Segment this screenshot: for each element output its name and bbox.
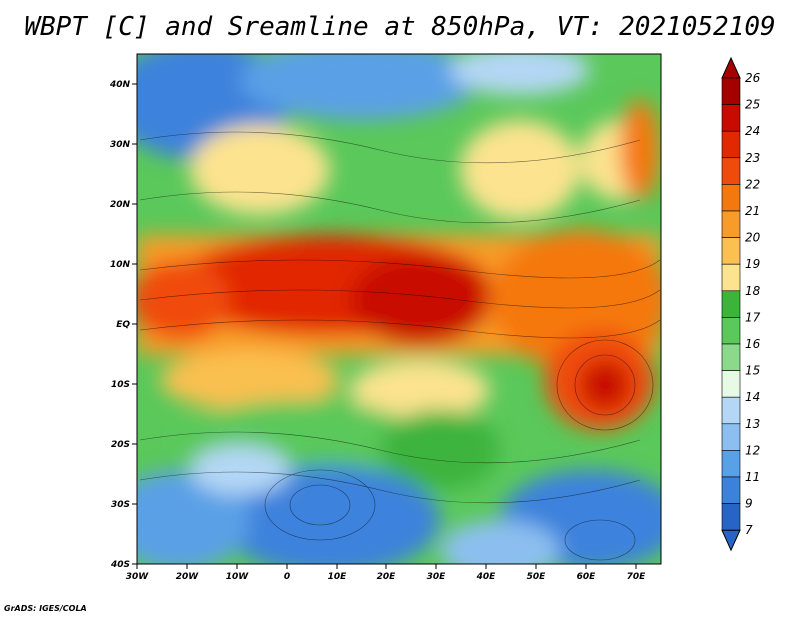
lon-label: 10E [328,572,348,582]
colorbar-swatch [721,263,741,292]
colorbar-swatch [721,210,741,238]
lat-label: 20N [110,200,131,210]
colorbar-label: 13 [745,417,760,431]
colorbar-swatch [721,396,741,425]
lat-label: 40N [109,80,131,90]
colorbar-top-arrow [721,56,741,79]
colorbar-label: 23 [745,151,760,165]
colorbar-label: 21 [745,204,760,218]
colorbar-swatch [721,130,741,159]
colorbar-label: 11 [745,470,760,484]
streamlines [139,131,661,561]
colorbar-label: 26 [745,71,761,85]
colorbar-label: 9 [745,497,753,511]
colorbar-swatch [721,503,741,531]
colorbar-label: 15 [745,364,760,378]
colorbar-label: 25 [745,98,760,112]
colorbar-swatch [721,157,741,185]
colorbar-label: 14 [745,390,760,404]
colorbar-label: 20 [745,231,761,245]
lon-label: 60E [577,572,597,582]
lon-label: 20W [176,572,200,582]
lat-label: 40S [110,560,130,570]
colorbar-swatch [721,184,741,212]
colorbar-swatch [721,237,741,265]
colorbar-swatch [721,317,741,345]
colorbar-swatch [721,370,741,398]
colorbar-label: 18 [745,284,761,298]
colorbar-swatch [721,104,741,132]
colorbar-label: 19 [745,257,760,271]
colorbar: 26 25 24 23 22 21 20 19 18 17 16 15 14 13 12 11 9 7 [721,56,761,552]
lat-label: EQ [116,320,130,330]
map-frame [136,53,662,565]
colorbar-swatch [721,290,741,318]
lat-label: 30S [111,500,130,510]
colorbar-label: 24 [745,124,760,138]
colorbar-swatch [721,476,741,504]
colorbar-label: 17 [745,310,761,324]
lon-label: 0 [284,572,290,582]
lat-label: 30N [110,140,131,150]
lon-label: 70E [627,572,647,582]
lon-label: 30W [126,572,150,582]
lon-label: 20E [377,572,397,582]
colorbar-label: 16 [745,337,761,351]
lat-axis: 40N 30N 20N 10N EQ 10S 20S 30S 40S [109,80,137,570]
map-title: WBPT [C] and Sreamline at 850hPa, VT: 20… [24,12,776,42]
lat-label: 10N [110,260,131,270]
colorbar-bottom-arrow [721,529,741,552]
lon-axis: 30W 20W 10W 0 10E 20E 30E 40E 50E 60E 70… [126,564,646,582]
colorbar-swatch [721,77,741,105]
lon-label: 30E [427,572,447,582]
colorbar-label: 12 [745,443,760,457]
lat-label: 20S [111,440,130,450]
lat-label: 10S [111,380,130,390]
lon-label: 50E [527,572,547,582]
grads-credit: GrADS: IGES/COLA [4,604,87,613]
colorbar-label: 22 [745,177,760,191]
lon-label: 10W [226,572,250,582]
colorbar-swatch [721,343,741,371]
colorbar-swatch [721,423,741,451]
wbpt-field [137,54,661,564]
colorbar-label: 7 [745,523,753,537]
lon-label: 40E [476,572,497,582]
colorbar-swatch [721,450,741,478]
